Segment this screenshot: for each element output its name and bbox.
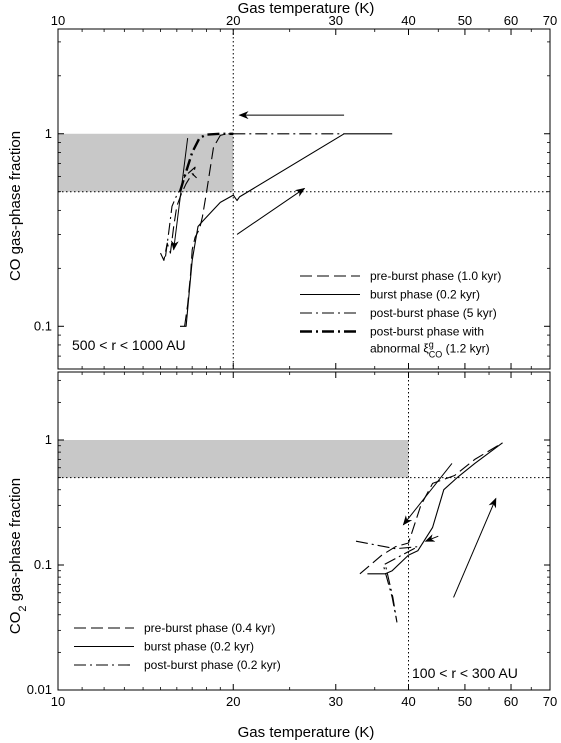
x-tick-label: 30 — [329, 694, 343, 709]
y-tick-label: 0.1 — [34, 318, 52, 333]
shaded-region — [58, 133, 234, 192]
x-tick-label: 70 — [543, 694, 557, 709]
series-dashdot-line — [355, 540, 419, 623]
y-tick-label: 1 — [45, 126, 52, 141]
co-y-axis-label: CO gas-phase fraction — [7, 131, 24, 281]
series-dashed-line — [359, 442, 503, 575]
x-tick-label: 30 — [329, 13, 343, 28]
x-tick-label: 50 — [458, 13, 472, 28]
trend-arrow — [453, 497, 497, 598]
trend-arrow — [236, 187, 306, 235]
x-tick-label: 40 — [401, 694, 415, 709]
legend-label: pre-burst phase (0.4 kyr) — [144, 621, 275, 635]
legend-label-continued: abnormal ξg CO (1.2 kyr) — [370, 340, 490, 360]
co2-panel: 10 20 30 40 50 60 70 0.01 0.1 1 pre-burst phase (0… — [27, 371, 557, 709]
legend-label: post-burst phase (0.2 kyr) — [144, 658, 281, 672]
top-x-axis-label: Gas temperature (K) — [238, 0, 375, 17]
x-tick-label: 20 — [226, 694, 240, 709]
legend-label: post-burst phase with — [370, 325, 484, 339]
x-tick-label: 60 — [504, 13, 518, 28]
legend-label: burst phase (0.2 kyr) — [144, 640, 254, 654]
y-tick-label: 0.01 — [27, 682, 52, 697]
y-tick-label: 1 — [45, 432, 52, 447]
y-tick-label: 0.1 — [34, 557, 52, 572]
bottom-x-axis-label: Gas temperature (K) — [238, 724, 375, 741]
co2-region-annotation: 100 < r < 300 AU — [412, 665, 518, 681]
plot-frame — [57, 28, 551, 370]
co-panel: 10 20 30 40 50 60 70 0.1 1 pre-burst phase (1.0 k… — [34, 13, 557, 370]
series-dashed-line — [160, 173, 197, 261]
trend-arrow — [170, 137, 189, 251]
plot-frame — [57, 371, 551, 691]
x-tick-label: 60 — [504, 694, 518, 709]
trend-arrow — [424, 534, 439, 542]
legend-label: post-burst phase (5 kyr) — [370, 306, 497, 320]
legend-label: burst phase (0.2 kyr) — [370, 288, 480, 302]
legend-label: pre-burst phase (1.0 kyr) — [370, 269, 501, 283]
x-tick-label: 50 — [458, 694, 472, 709]
x-tick-label: 10 — [51, 13, 65, 28]
co-region-annotation: 500 < r < 1000 AU — [72, 337, 186, 353]
x-tick-label: 70 — [543, 13, 557, 28]
series-solid-line — [180, 133, 393, 327]
x-tick-label: 40 — [401, 13, 415, 28]
x-tick-label: 20 — [226, 13, 240, 28]
shaded-region — [58, 440, 409, 478]
series-dashdot-line — [164, 166, 196, 257]
co2-y-axis-label: CO2 gas-phase fraction — [7, 478, 29, 634]
x-tick-label: 10 — [51, 694, 65, 709]
trend-arrow — [402, 463, 453, 526]
